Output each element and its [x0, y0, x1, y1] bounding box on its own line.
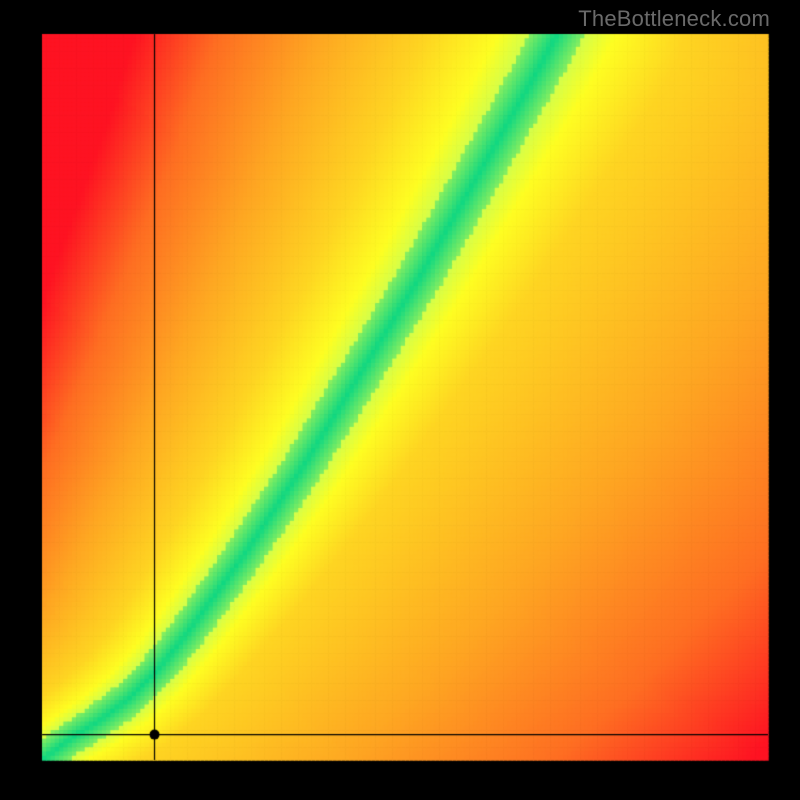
watermark-text: TheBottleneck.com	[578, 6, 770, 32]
crosshair-overlay	[0, 0, 800, 800]
chart-container: { "watermark_text": "TheBottleneck.com",…	[0, 0, 800, 800]
